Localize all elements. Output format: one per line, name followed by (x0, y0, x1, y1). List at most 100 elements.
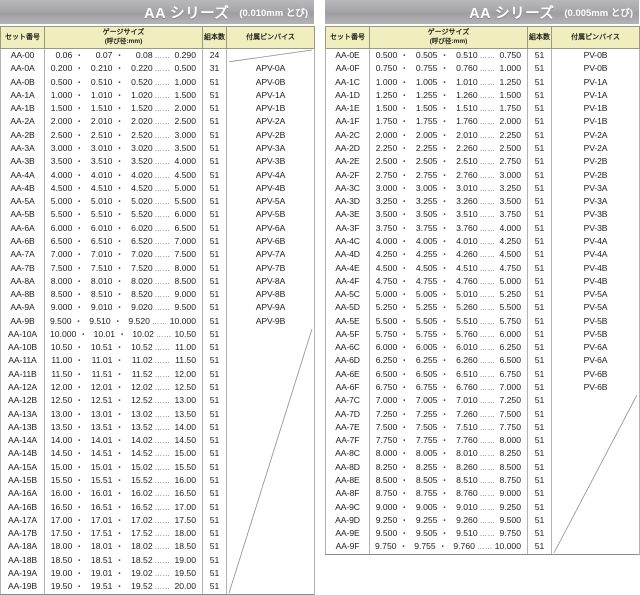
value-separator: ・ (400, 64, 409, 74)
table-row: AA-13B 13.50 ・ 13.51 ・ 13.52…… 14.00 51 (0, 420, 315, 435)
gauge-value: 6.760 (456, 382, 478, 393)
cell-set-no: AA-5E (325, 314, 370, 328)
table-row: AA-0B 0.500 ・ 0.510 ・ 0.520…… 1.000 51 APV-0B (0, 75, 315, 89)
gauge-value: 1.520 (131, 103, 153, 114)
gauge-value: 9.010 (456, 501, 478, 512)
gauge-value: 9.005 (415, 501, 438, 512)
value-separator: ・ (75, 409, 84, 419)
cell-count: 51 (527, 88, 552, 103)
cell-pin-vise (226, 420, 315, 435)
value-separator: ・ (115, 250, 124, 260)
gauge-value: 18.00 (50, 541, 73, 552)
gauge-value: 9.500 (375, 528, 398, 539)
gauge-value: 9.500 (50, 315, 72, 326)
table-row: AA-1B 1.500 ・ 1.510 ・ 1.520…… 2.000 51 APV-1B (0, 102, 315, 116)
value-separator: ・ (75, 117, 84, 127)
cell-gauge-size: 4.500 ・ 4.505 ・ 4.510…… 4.750 (369, 261, 528, 275)
cell-gauge-size: 5.000 ・ 5.010 ・ 5.020…… 5.500 (44, 195, 203, 209)
ellipsis: …… (154, 396, 171, 406)
ellipsis: …… (479, 303, 496, 313)
table-row: AA-14B 14.50 ・ 14.51 ・ 14.52…… 15.00 51 (0, 447, 315, 461)
ellipsis: …… (151, 316, 168, 326)
gauge-value: 8.500 (375, 475, 398, 485)
cell-pin-vise (551, 540, 640, 555)
gauge-value: 4.755 (415, 275, 438, 286)
value-separator: ・ (115, 555, 124, 565)
gauge-value: 1.500 (375, 103, 398, 114)
cell-count: 51 (527, 168, 552, 182)
cell-set-no: AA-0B (0, 75, 45, 89)
value-separator: ・ (115, 197, 124, 207)
gauge-value: 12.50 (50, 395, 73, 406)
ellipsis: …… (479, 197, 496, 207)
cell-count: 51 (527, 527, 552, 541)
gauge-value: 16.52 (131, 501, 153, 512)
cell-set-no: AA-6F (325, 381, 370, 395)
cell-set-no: AA-10B (0, 341, 45, 355)
gauge-value: 9.000 (375, 501, 398, 512)
value-separator: ・ (75, 77, 84, 87)
gauge-value: 8.005 (415, 448, 438, 459)
value-separator: ・ (440, 303, 449, 313)
cell-set-no: AA-12A (0, 381, 45, 395)
cell-set-no: AA-16B (0, 500, 45, 514)
cell-pin-vise: PV-3B (551, 208, 640, 222)
gauge-value: 9.750 (375, 541, 397, 552)
gauge-value: 8.500 (50, 289, 73, 300)
gauge-value: 2.505 (415, 156, 438, 167)
ellipsis: …… (479, 329, 496, 339)
value-separator: ・ (440, 157, 449, 167)
ellipsis: …… (479, 143, 496, 153)
gauge-value: 1.000 (375, 76, 398, 87)
gauge-value: 1.255 (415, 89, 438, 100)
gauge-value: 1.500 (50, 103, 73, 114)
gauge-value: 3.500 (174, 142, 196, 153)
gauge-value: 11.01 (91, 355, 113, 366)
gauge-value: 9.255 (415, 514, 438, 525)
cell-gauge-size: 15.50 ・ 15.51 ・ 15.52…… 16.00 (44, 474, 203, 488)
value-separator: ・ (115, 51, 124, 60)
cell-gauge-size: 18.50 ・ 18.51 ・ 18.52…… 19.00 (44, 553, 203, 567)
cell-count: 51 (202, 553, 227, 567)
gauge-value: 15.50 (174, 461, 196, 472)
value-separator: ・ (115, 223, 124, 233)
cell-gauge-size: 4.250 ・ 4.255 ・ 4.260…… 4.500 (369, 248, 528, 262)
cell-set-no: AA-7F (325, 434, 370, 448)
value-separator: ・ (115, 436, 124, 446)
gauge-value: 8.510 (90, 289, 113, 300)
value-separator: ・ (79, 329, 88, 339)
gauge-value: 5.010 (90, 196, 113, 207)
gauge-value: 1.010 (90, 89, 113, 100)
ellipsis: …… (479, 64, 496, 74)
cell-set-no: AA-7E (325, 420, 370, 435)
cell-pin-vise: PV-4B (551, 261, 640, 275)
cell-count: 51 (527, 474, 552, 488)
cell-pin-vise (226, 367, 315, 382)
cell-set-no: AA-9A (0, 301, 45, 315)
value-separator: ・ (440, 130, 449, 140)
cell-pin-vise: APV-4B (226, 181, 315, 196)
table-row: AA-0E 0.500 ・ 0.505 ・ 0.510…… 0.750 51 PV-0B (325, 48, 640, 63)
cell-pin-vise (551, 474, 640, 488)
value-separator: ・ (75, 210, 84, 220)
cell-set-no: AA-7C (325, 394, 370, 408)
value-separator: ・ (115, 409, 124, 419)
gauge-value: 3.520 (131, 156, 153, 167)
panel-aa-series-010: AA シリーズ (0.010mm とび) セット番号 ゲージサイズ (呼び径:m… (0, 0, 315, 595)
gauge-value: 7.010 (90, 249, 113, 260)
cell-gauge-size: 4.500 ・ 4.510 ・ 4.520…… 5.000 (44, 181, 203, 196)
cell-pin-vise: PV-2A (551, 128, 640, 142)
table-row: AA-11B 11.50 ・ 11.51 ・ 11.52…… 12.00 51 (0, 367, 315, 382)
ellipsis: …… (479, 436, 496, 446)
value-separator: ・ (440, 223, 449, 233)
gauge-value: 8.255 (415, 461, 438, 472)
gauge-value: 4.750 (499, 262, 521, 273)
col-header-set-no: セット番号 (325, 26, 370, 49)
gauge-value: 2.000 (174, 103, 196, 114)
ellipsis: …… (154, 117, 171, 127)
table-row: AA-7B 7.500 ・ 7.510 ・ 7.520…… 8.000 51 APV-7B (0, 261, 315, 275)
cell-gauge-size: 3.250 ・ 3.255 ・ 3.260…… 3.500 (369, 195, 528, 209)
table-row: AA-7E 7.500 ・ 7.505 ・ 7.510…… 7.750 51 (325, 420, 640, 435)
table-row: AA-8E 8.500 ・ 8.505 ・ 8.510…… 8.750 51 (325, 474, 640, 488)
cell-pin-vise: APV-5B (226, 208, 315, 222)
